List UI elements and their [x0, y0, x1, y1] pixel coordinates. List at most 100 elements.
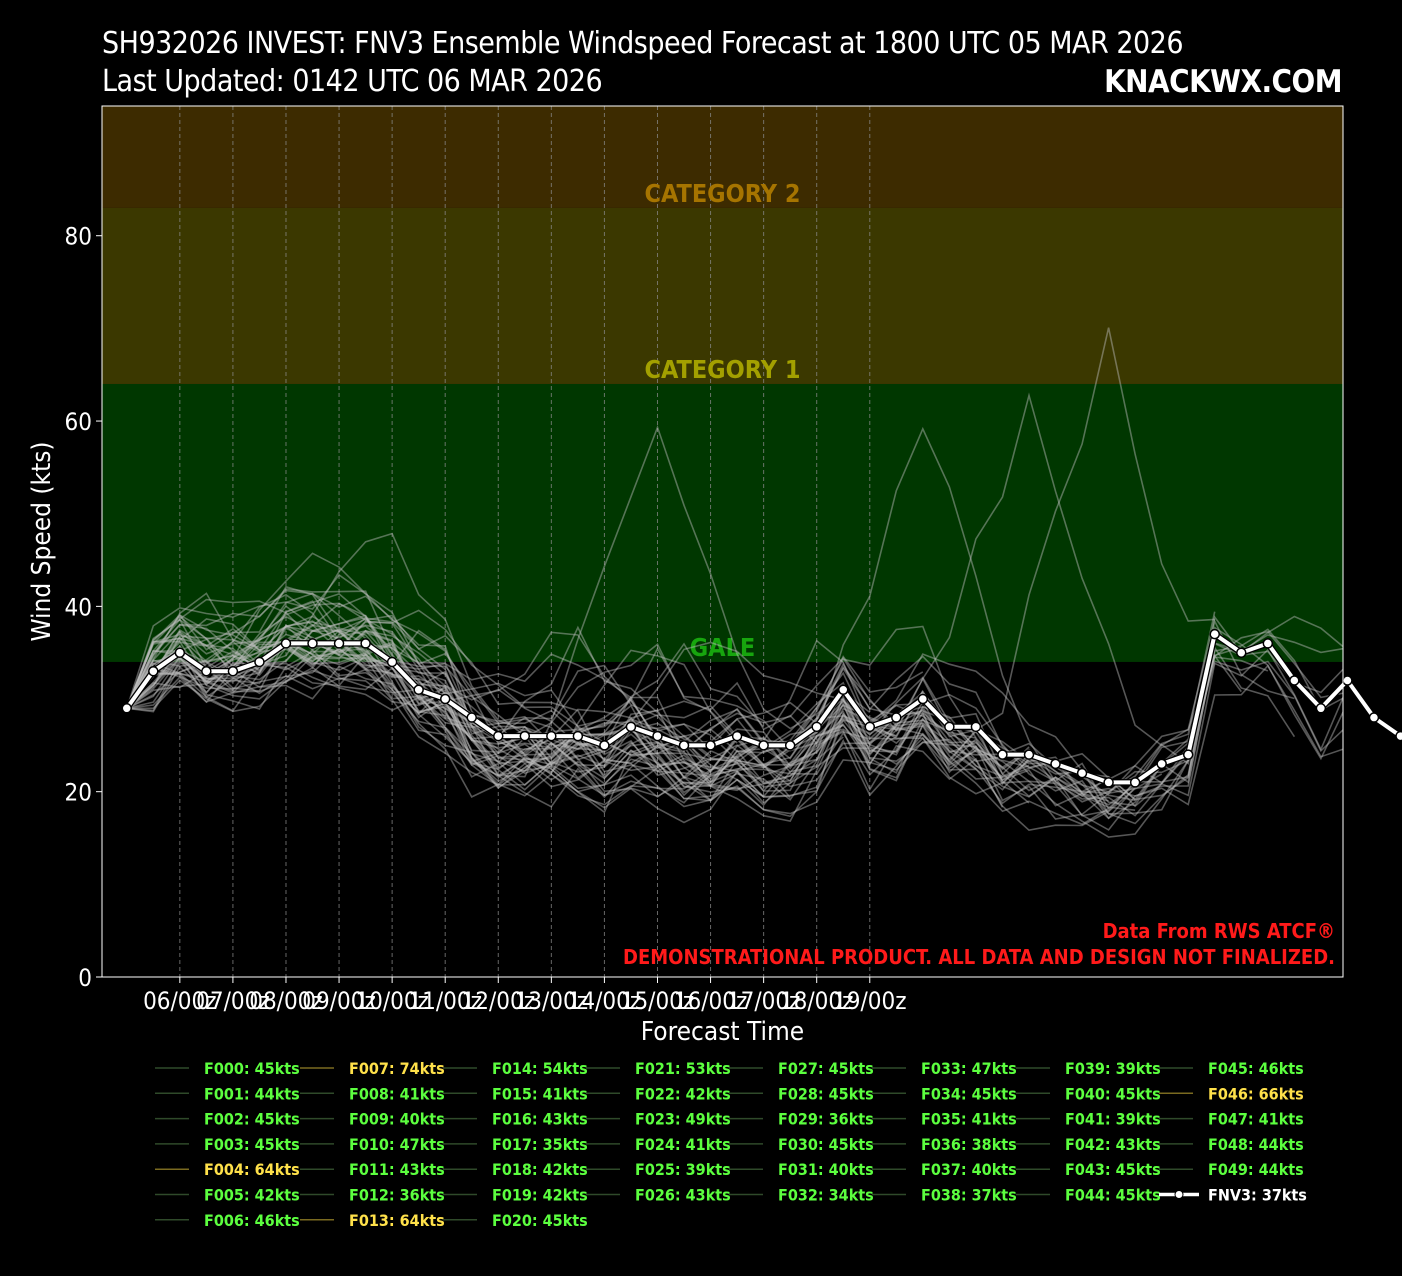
legend-member-max: 46kts [1259, 1059, 1304, 1078]
member-line [126, 629, 1163, 832]
mean-point [1156, 758, 1167, 770]
legend-separator: : [1105, 1084, 1116, 1103]
legend-label: F005: 42kts [204, 1186, 300, 1205]
y-tick-label: 40 [65, 593, 92, 621]
mean-point [784, 740, 796, 751]
legend-label: F036: 38kts [921, 1135, 1017, 1154]
member-line [126, 593, 765, 824]
legend-member-max: 49kts [686, 1110, 731, 1129]
member-line [126, 593, 924, 807]
legend-member-name: F003 [204, 1135, 244, 1154]
legend-item: F015: 41kts [443, 1084, 588, 1103]
legend-member-max: 40kts [400, 1110, 445, 1129]
legend-member-name: F009 [349, 1110, 389, 1129]
legend-label: F042: 43kts [1065, 1135, 1161, 1154]
legend-separator: : [675, 1084, 686, 1103]
mean-point [1050, 758, 1061, 770]
legend-item: F039: 39kts [1016, 1059, 1161, 1078]
legend-member-name: F023 [635, 1110, 675, 1129]
member-line [126, 618, 1343, 797]
category2-label: CATEGORY 2 [645, 179, 801, 208]
legend-item: F008: 41kts [300, 1084, 445, 1103]
legend-item: F030: 45kts [729, 1135, 874, 1154]
legend-member-max: 39kts [686, 1160, 731, 1179]
legend-member-max: 37kts [1262, 1186, 1307, 1205]
legend-member-max: 64kts [255, 1160, 300, 1179]
mean-point [466, 712, 477, 723]
legend-label: F044: 45kts [1065, 1186, 1161, 1205]
mean-point [1023, 749, 1035, 760]
mean-point [333, 638, 345, 649]
member-line [126, 618, 1269, 826]
legend-member-max: 66kts [1259, 1084, 1304, 1103]
y-tick-label: 20 [65, 779, 92, 807]
mean-point [360, 638, 371, 649]
legend-member-max: 41kts [686, 1135, 731, 1154]
legend-label: F047: 41kts [1208, 1110, 1304, 1129]
legend-label: F040: 45kts [1065, 1084, 1161, 1103]
legend-item: F014: 54kts [443, 1059, 588, 1078]
legend-separator: : [1248, 1059, 1259, 1078]
legend-member-max: 45kts [1116, 1160, 1161, 1179]
mean-point [1103, 777, 1114, 788]
x-tick-label: 16/00z [674, 987, 748, 1015]
legend-label: F021: 53kts [635, 1059, 731, 1078]
legend-member-name: F019 [492, 1186, 532, 1205]
legend-label: F028: 45kts [778, 1084, 874, 1103]
legend-item: F022: 42kts [586, 1084, 731, 1103]
disclaimer-text: DEMONSTRATIONAL PRODUCT. ALL DATA AND DE… [623, 945, 1335, 969]
member-line [126, 600, 977, 765]
legend-separator: : [675, 1110, 686, 1129]
legend-member-name: F008 [349, 1084, 389, 1103]
mean-point [148, 665, 159, 677]
legend-separator: : [389, 1135, 400, 1154]
legend-label: F033: 47kts [921, 1059, 1017, 1078]
member-line [126, 629, 1110, 810]
legend-label: F003: 45kts [204, 1135, 300, 1154]
legend-item: F001: 44kts [155, 1084, 300, 1103]
legend-separator: : [244, 1160, 255, 1179]
legend-separator: : [244, 1135, 255, 1154]
legend-separator: : [1105, 1110, 1116, 1129]
member-line [126, 602, 1216, 807]
legend-separator: : [389, 1110, 400, 1129]
legend-member-name: F022 [635, 1084, 675, 1103]
legend-member-max: 45kts [829, 1059, 874, 1078]
legend-label: F009: 40kts [349, 1110, 445, 1129]
legend-member-max: 41kts [400, 1084, 445, 1103]
category2-band [102, 106, 1343, 208]
legend-member-name: F031 [778, 1160, 818, 1179]
legend-separator: : [532, 1211, 543, 1230]
legend-swatch-marker [1174, 1190, 1184, 1199]
member-line [126, 630, 1343, 820]
legend-member-name: F034 [921, 1084, 961, 1103]
legend-item: F010: 47kts [300, 1135, 445, 1154]
legend-separator: : [1251, 1186, 1262, 1205]
legend-member-name: F000 [204, 1059, 244, 1078]
legend-separator: : [961, 1160, 972, 1179]
x-tick-label: 17/00z [727, 987, 801, 1015]
legend-label: F038: 37kts [921, 1186, 1017, 1205]
legend-label: F030: 45kts [778, 1135, 874, 1154]
legend-member-max: 44kts [1259, 1160, 1304, 1179]
legend-separator: : [818, 1110, 829, 1129]
legend-member-name: F045 [1208, 1059, 1248, 1078]
category1-band [102, 207, 1343, 384]
mean-point [1289, 675, 1300, 686]
mean-point [254, 656, 265, 668]
legend-label: F037: 40kts [921, 1160, 1017, 1179]
legend-item: F006: 46kts [155, 1211, 300, 1230]
legend-item: F047: 41kts [1159, 1110, 1304, 1129]
legend-separator: : [244, 1059, 255, 1078]
legend-member-name: F013 [349, 1211, 389, 1230]
legend-label: F001: 44kts [204, 1084, 300, 1103]
legend-separator: : [961, 1110, 972, 1129]
legend-member-name: F017 [492, 1135, 532, 1154]
legend-separator: : [1248, 1084, 1259, 1103]
legend-item: F016: 43kts [443, 1110, 588, 1129]
mean-point [944, 721, 955, 733]
legend-label: F039: 39kts [1065, 1059, 1161, 1078]
legend-label: F020: 45kts [492, 1211, 588, 1230]
legend-label: F010: 47kts [349, 1135, 445, 1154]
legend-member-name: F033 [921, 1059, 961, 1078]
